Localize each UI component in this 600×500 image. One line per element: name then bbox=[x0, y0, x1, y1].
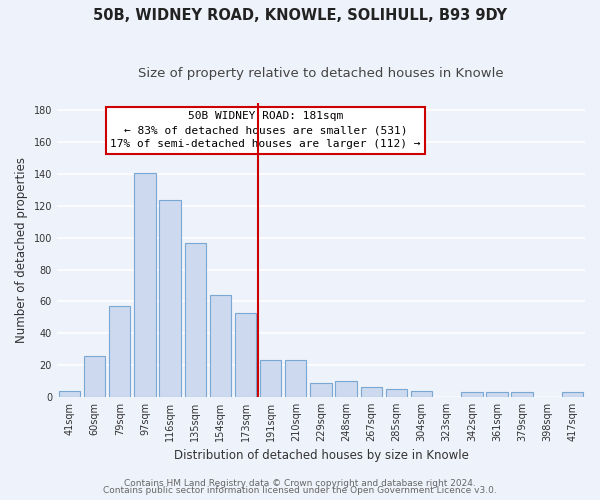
Title: Size of property relative to detached houses in Knowle: Size of property relative to detached ho… bbox=[138, 68, 504, 80]
Bar bbox=[310, 382, 332, 397]
Bar bbox=[185, 242, 206, 397]
Bar bbox=[411, 390, 432, 397]
Text: Contains public sector information licensed under the Open Government Licence v3: Contains public sector information licen… bbox=[103, 486, 497, 495]
Bar bbox=[285, 360, 307, 397]
Bar bbox=[84, 356, 106, 397]
Bar bbox=[59, 390, 80, 397]
Bar bbox=[562, 392, 583, 397]
Bar bbox=[209, 295, 231, 397]
Bar bbox=[386, 389, 407, 397]
Bar bbox=[260, 360, 281, 397]
Text: 50B, WIDNEY ROAD, KNOWLE, SOLIHULL, B93 9DY: 50B, WIDNEY ROAD, KNOWLE, SOLIHULL, B93 … bbox=[93, 8, 507, 22]
X-axis label: Distribution of detached houses by size in Knowle: Distribution of detached houses by size … bbox=[173, 450, 469, 462]
Text: Contains HM Land Registry data © Crown copyright and database right 2024.: Contains HM Land Registry data © Crown c… bbox=[124, 478, 476, 488]
Bar bbox=[486, 392, 508, 397]
Y-axis label: Number of detached properties: Number of detached properties bbox=[15, 156, 28, 342]
Bar bbox=[511, 392, 533, 397]
Bar bbox=[134, 172, 155, 397]
Bar bbox=[109, 306, 130, 397]
Bar bbox=[361, 388, 382, 397]
Bar bbox=[335, 381, 357, 397]
Bar bbox=[160, 200, 181, 397]
Bar bbox=[461, 392, 482, 397]
Text: 50B WIDNEY ROAD: 181sqm
← 83% of detached houses are smaller (531)
17% of semi-d: 50B WIDNEY ROAD: 181sqm ← 83% of detache… bbox=[110, 112, 421, 150]
Bar bbox=[235, 312, 256, 397]
